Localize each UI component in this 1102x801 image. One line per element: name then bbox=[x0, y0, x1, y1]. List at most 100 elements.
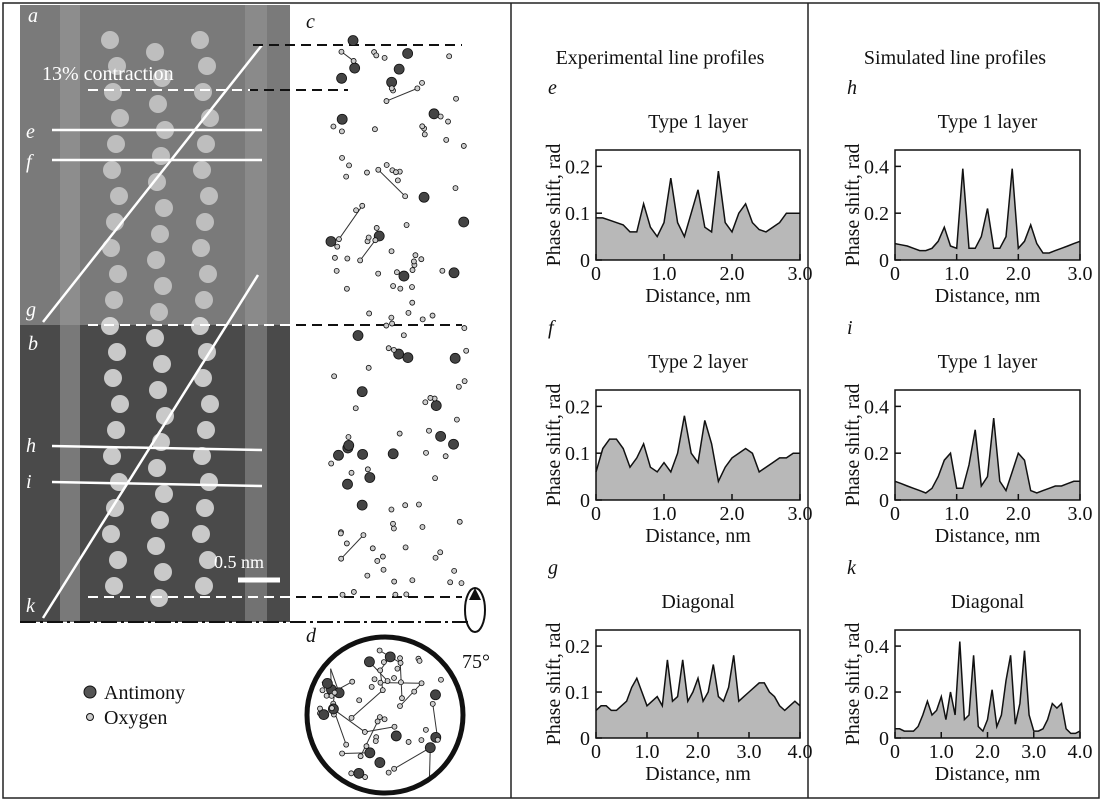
line-label: k bbox=[26, 595, 36, 617]
y-tick-label: 0 bbox=[879, 490, 889, 512]
x-tick-label: 0 bbox=[890, 741, 900, 763]
atom-blob bbox=[154, 563, 172, 581]
atom-blob bbox=[103, 447, 121, 465]
atom-blob bbox=[111, 395, 129, 413]
atom-blob bbox=[148, 459, 166, 477]
atom bbox=[394, 177, 401, 184]
atom bbox=[331, 373, 338, 380]
panel-label: i bbox=[847, 317, 853, 339]
atom bbox=[379, 687, 386, 694]
atom bbox=[346, 162, 352, 169]
atom-blob bbox=[102, 239, 120, 257]
annotation: 13% contraction bbox=[42, 63, 174, 85]
y-tick-label: 0.1 bbox=[565, 203, 590, 225]
atom bbox=[453, 416, 460, 423]
atom bbox=[451, 567, 458, 574]
atom bbox=[375, 270, 382, 277]
atom bbox=[364, 747, 376, 759]
atom bbox=[381, 716, 388, 723]
structure bbox=[317, 35, 470, 780]
panel-label: a bbox=[28, 5, 38, 27]
line-label: f bbox=[26, 151, 34, 173]
atom-blob bbox=[200, 473, 218, 491]
chart-title: Type 1 layer bbox=[648, 111, 748, 133]
atom bbox=[463, 347, 470, 354]
atom bbox=[409, 267, 416, 273]
atom bbox=[391, 765, 398, 772]
y-tick-label: 0.2 bbox=[565, 156, 590, 178]
atom bbox=[398, 270, 410, 282]
atom bbox=[419, 79, 425, 86]
atom-blob bbox=[198, 57, 216, 75]
legend-marker bbox=[86, 713, 94, 721]
atom bbox=[357, 753, 364, 760]
atom-blob bbox=[152, 147, 170, 165]
atom bbox=[339, 128, 345, 135]
atom bbox=[418, 680, 425, 687]
atom bbox=[398, 679, 404, 686]
column-header: Experimental line profiles bbox=[556, 47, 765, 69]
atom bbox=[416, 501, 422, 508]
atom bbox=[342, 478, 353, 490]
atom bbox=[421, 131, 428, 138]
x-tick-label: 2.0 bbox=[975, 741, 1000, 763]
rotation-label: 75° bbox=[462, 651, 490, 673]
atom-blob bbox=[147, 251, 165, 269]
atom bbox=[383, 162, 390, 168]
atom bbox=[442, 453, 449, 460]
atom-blob bbox=[197, 421, 215, 439]
x-tick-label: 2.0 bbox=[720, 503, 745, 525]
x-tick-label: 3.0 bbox=[788, 503, 813, 525]
atom-blob bbox=[155, 485, 173, 503]
atom bbox=[384, 678, 391, 684]
atom-blob bbox=[104, 83, 122, 101]
atom bbox=[394, 665, 401, 672]
atom bbox=[388, 506, 395, 513]
diag-line bbox=[41, 274, 260, 619]
atom bbox=[452, 185, 459, 192]
bond bbox=[399, 682, 422, 707]
x-tick-label: 1.0 bbox=[944, 503, 969, 525]
atom-blob bbox=[149, 95, 167, 113]
atom bbox=[349, 678, 356, 685]
atom bbox=[461, 378, 468, 385]
projection-circle bbox=[304, 634, 466, 796]
atom bbox=[377, 679, 384, 686]
bond bbox=[386, 87, 418, 102]
y-axis-label: Phase shift, rad bbox=[842, 144, 864, 267]
area-fill bbox=[596, 655, 800, 738]
atom bbox=[448, 267, 460, 279]
atom-blob bbox=[200, 187, 218, 205]
atom bbox=[409, 577, 416, 584]
legend-label: Oxygen bbox=[104, 707, 167, 729]
panel-label: h bbox=[847, 77, 857, 99]
atom bbox=[334, 243, 341, 250]
atom bbox=[434, 736, 441, 743]
atom bbox=[361, 729, 368, 735]
atom bbox=[390, 730, 402, 742]
atom bbox=[387, 448, 399, 460]
atom-blob bbox=[146, 43, 164, 61]
atom bbox=[422, 399, 429, 406]
atom bbox=[424, 742, 436, 754]
atom-blob bbox=[153, 69, 171, 87]
atom bbox=[409, 284, 415, 290]
plot-frame bbox=[894, 149, 1081, 261]
y-tick-label: 0 bbox=[580, 250, 590, 272]
atom-blob bbox=[192, 239, 210, 257]
x-tick-label: 1.0 bbox=[944, 263, 969, 285]
atom bbox=[437, 113, 444, 120]
atom-blob bbox=[151, 511, 169, 529]
panel-label: d bbox=[306, 625, 317, 647]
atom bbox=[397, 703, 403, 709]
line-label: h bbox=[26, 435, 36, 457]
chart-title: Diagonal bbox=[951, 591, 1025, 613]
atom-blob bbox=[199, 265, 217, 283]
atom-blob bbox=[108, 57, 126, 75]
atom-blob bbox=[193, 161, 211, 179]
atom bbox=[392, 169, 399, 176]
atom bbox=[390, 520, 396, 527]
atom bbox=[411, 688, 418, 695]
atom bbox=[410, 258, 417, 265]
atom bbox=[349, 62, 361, 74]
